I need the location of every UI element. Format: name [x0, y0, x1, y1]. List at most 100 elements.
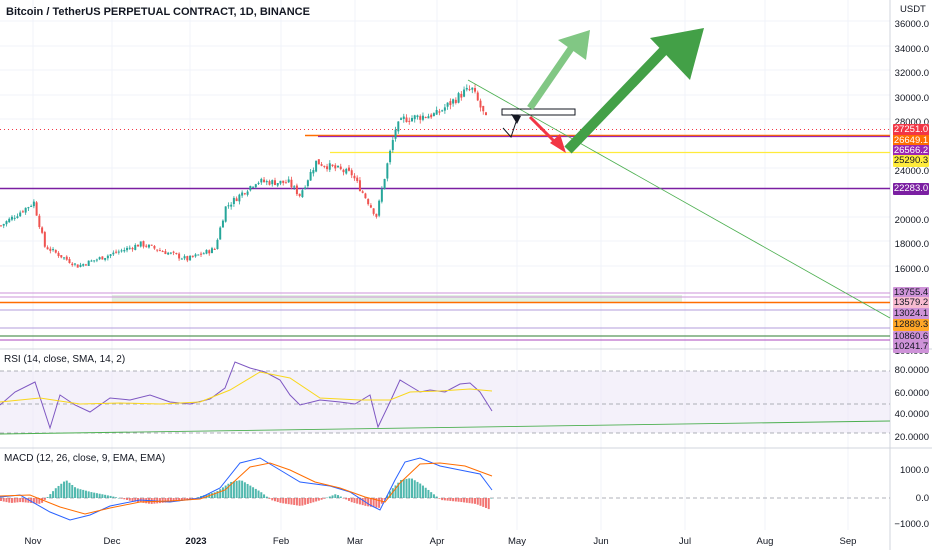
macd-bar	[361, 498, 364, 506]
macd-bar	[178, 498, 181, 502]
candle-body	[46, 247, 49, 250]
macd-bar	[238, 480, 241, 498]
candle-body	[391, 140, 394, 151]
currency-label: USDT	[900, 4, 926, 15]
candle-body	[19, 212, 22, 217]
candle-body	[213, 248, 216, 250]
candle-body	[79, 264, 82, 267]
macd-bar	[443, 498, 446, 501]
price-axis-label: 32000.0	[894, 68, 929, 79]
candle-body	[323, 165, 326, 167]
candle-body	[60, 255, 63, 258]
macd-bar	[246, 483, 249, 498]
macd-bar	[79, 489, 82, 498]
macd-bar	[95, 493, 98, 498]
candle-body	[274, 180, 276, 185]
candle-body	[82, 264, 85, 266]
candle-body	[279, 180, 282, 184]
macd-axis-label: −1000.0	[894, 519, 929, 530]
macd-bar	[172, 498, 175, 502]
candle-body	[252, 186, 255, 188]
candle-body	[43, 232, 46, 247]
candle-body	[227, 205, 230, 207]
rsi-band	[0, 371, 890, 433]
macd-bar	[63, 481, 66, 498]
candle-body	[76, 264, 79, 268]
candle-body	[224, 206, 227, 222]
candle-body	[268, 181, 271, 185]
macd-label: MACD (12, 26, close, 9, EMA, EMA)	[4, 453, 166, 464]
candle-body	[380, 189, 383, 202]
candle-body	[41, 227, 44, 233]
macd-bar	[134, 498, 137, 502]
candle-body	[295, 185, 298, 195]
candle-body	[49, 248, 52, 251]
macd-bar	[474, 498, 477, 504]
macd-bar	[326, 497, 329, 499]
macd-bar	[243, 482, 246, 498]
candle-body	[419, 116, 422, 120]
candle-body	[304, 187, 307, 189]
candle-body	[309, 171, 312, 181]
price-tag: 10241.7	[893, 341, 929, 353]
candle-body	[126, 247, 129, 251]
macd-bar	[252, 487, 255, 498]
candle-body	[243, 193, 246, 195]
candle-body	[194, 254, 197, 257]
candle-body	[232, 197, 235, 205]
candle-body	[301, 190, 304, 198]
macd-bar	[175, 498, 178, 502]
candle-body	[421, 115, 424, 120]
macd-bar	[41, 498, 44, 503]
macd-bar	[369, 498, 372, 507]
candle-body	[183, 256, 186, 259]
candle-body	[93, 260, 96, 262]
macd-bar	[76, 488, 79, 498]
trend-line	[467, 79, 891, 319]
macd-bar	[257, 490, 260, 498]
macd-bar	[52, 491, 55, 498]
time-axis-label: Jun	[593, 536, 609, 547]
candle-body	[230, 204, 233, 207]
macd-bar	[435, 496, 438, 498]
macd-bar	[84, 490, 87, 498]
candle-body	[104, 257, 107, 260]
macd-bar	[241, 480, 244, 498]
candle-body	[402, 116, 405, 119]
macd-bar	[430, 492, 433, 498]
candle-body	[339, 166, 342, 170]
candle-body	[284, 182, 287, 184]
macd-bar	[230, 481, 233, 498]
candle-body	[337, 165, 340, 168]
candle-body	[120, 250, 123, 252]
candle-body	[84, 264, 87, 266]
price-tag: 27251.0	[893, 124, 929, 136]
candle-body	[156, 249, 159, 251]
candle-body	[30, 205, 33, 207]
price-axis-label: 20000.0	[894, 215, 929, 226]
candle-body	[290, 179, 293, 188]
macd-bar	[57, 485, 60, 498]
candle-body	[24, 207, 27, 213]
candle-body	[54, 250, 57, 253]
candle-body	[145, 245, 148, 247]
macd-bar	[2, 498, 5, 502]
time-axis-label: Nov	[24, 536, 42, 547]
macd-bar	[356, 498, 359, 504]
candle-body	[331, 164, 334, 167]
macd-bar	[167, 498, 170, 503]
macd-bar	[350, 498, 353, 503]
time-axis-label: Aug	[756, 536, 774, 547]
candle-body	[221, 220, 224, 228]
candle-body	[438, 111, 441, 113]
candle-body	[413, 115, 416, 120]
candle-body	[356, 177, 359, 182]
candle-body	[482, 105, 485, 112]
macd-bar	[235, 480, 238, 498]
macd-bar	[427, 489, 430, 498]
candle-body	[2, 223, 5, 226]
macd-bar	[353, 498, 356, 503]
candle-body	[208, 250, 211, 254]
macd-bar	[446, 498, 449, 501]
